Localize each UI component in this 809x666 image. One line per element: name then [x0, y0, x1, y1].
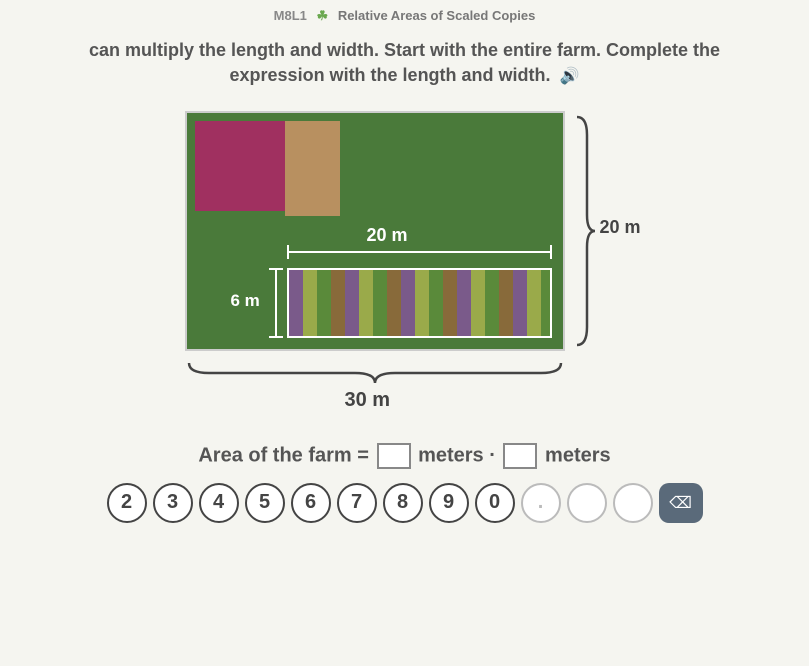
garden-width-label: 20 m: [367, 225, 408, 246]
key-4[interactable]: 4: [199, 483, 239, 523]
unit-2: meters: [545, 444, 611, 466]
farm-area: 20 m 6 m: [185, 111, 565, 351]
tts-button[interactable]: 🔊: [560, 66, 580, 88]
equation: Area of the farm = meters · meters: [0, 443, 809, 469]
farm-width-label: 30 m: [345, 389, 391, 412]
key-0[interactable]: 0: [475, 483, 515, 523]
key-6[interactable]: 6: [291, 483, 331, 523]
key-dot[interactable]: .: [521, 483, 561, 523]
width-input[interactable]: [503, 443, 537, 469]
garden-height-label: 6 m: [231, 291, 260, 311]
key-9[interactable]: 9: [429, 483, 469, 523]
key-8[interactable]: 8: [383, 483, 423, 523]
unit-label: M8L1: [274, 8, 307, 23]
lesson-header: M8L1 ☘ Relative Areas of Scaled Copies: [0, 0, 809, 32]
garden-height-brace: [265, 268, 283, 338]
multiply-op: ·: [489, 444, 496, 466]
key-7[interactable]: 7: [337, 483, 377, 523]
instruction-line-1: can multiply the length and width. Start…: [89, 40, 720, 60]
farm-width-brace: [185, 361, 565, 385]
backspace-icon: ⌫: [669, 493, 692, 513]
instruction-line-2: expression with the length and width.: [230, 65, 551, 85]
farm-height-label: 20 m: [600, 217, 641, 238]
instruction-text: can multiply the length and width. Start…: [0, 32, 809, 103]
unit-1: meters: [418, 444, 484, 466]
barn: [195, 121, 285, 211]
key-blank-1[interactable]: [567, 483, 607, 523]
keypad: 2 3 4 5 6 7 8 9 0 . ⌫: [0, 483, 809, 523]
equation-prefix: Area of the farm =: [198, 444, 369, 466]
length-input[interactable]: [377, 443, 411, 469]
garden-width-brace: [287, 245, 552, 263]
lesson-title: Relative Areas of Scaled Copies: [338, 8, 536, 23]
key-5[interactable]: 5: [245, 483, 285, 523]
key-blank-2[interactable]: [613, 483, 653, 523]
farm-height-brace: [575, 115, 595, 347]
key-2[interactable]: 2: [107, 483, 147, 523]
backspace-button[interactable]: ⌫: [659, 483, 703, 523]
leaf-icon: ☘: [317, 8, 329, 24]
key-3[interactable]: 3: [153, 483, 193, 523]
garden-area: [287, 268, 552, 338]
farm-diagram: 20 m 6 m 20 m 30 m: [185, 111, 625, 421]
